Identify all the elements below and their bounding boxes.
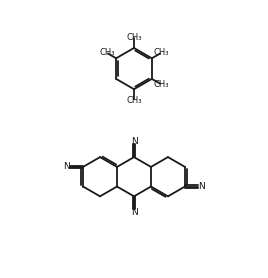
Text: CH₃: CH₃ — [126, 33, 142, 42]
Text: CH₃: CH₃ — [126, 96, 142, 105]
Text: N: N — [131, 136, 137, 145]
Text: N: N — [198, 182, 204, 191]
Text: CH₃: CH₃ — [154, 80, 169, 89]
Text: CH₃: CH₃ — [99, 48, 114, 57]
Text: N: N — [131, 208, 137, 217]
Text: N: N — [64, 162, 70, 172]
Text: CH₃: CH₃ — [154, 48, 169, 57]
